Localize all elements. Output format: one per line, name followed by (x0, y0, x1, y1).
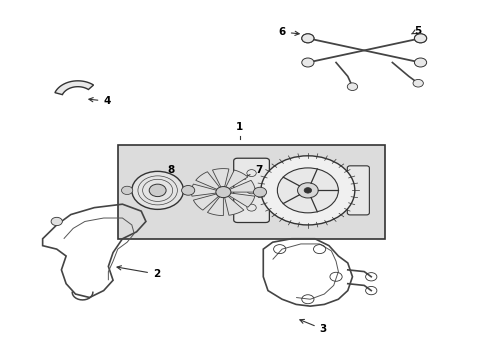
Polygon shape (212, 168, 228, 192)
Circle shape (149, 184, 166, 197)
Circle shape (301, 58, 313, 67)
Polygon shape (223, 170, 247, 192)
Circle shape (301, 34, 313, 43)
FancyBboxPatch shape (233, 158, 269, 222)
Circle shape (414, 34, 426, 43)
Circle shape (253, 187, 266, 197)
Text: 4: 4 (89, 96, 110, 106)
Text: 2: 2 (117, 266, 160, 279)
Polygon shape (193, 192, 223, 210)
Polygon shape (223, 180, 255, 192)
Circle shape (414, 58, 426, 67)
Circle shape (301, 34, 313, 43)
Polygon shape (223, 192, 244, 215)
Text: 8: 8 (162, 165, 174, 177)
Circle shape (297, 183, 318, 198)
Polygon shape (191, 184, 223, 196)
Circle shape (261, 156, 354, 225)
Bar (118, 145, 385, 239)
Polygon shape (55, 81, 93, 95)
Circle shape (121, 186, 133, 194)
Text: 5: 5 (411, 26, 421, 36)
Circle shape (412, 80, 423, 87)
Circle shape (132, 171, 183, 210)
Text: 3: 3 (299, 319, 326, 334)
Circle shape (215, 186, 230, 198)
Polygon shape (207, 192, 223, 216)
Circle shape (277, 168, 338, 213)
Polygon shape (195, 172, 223, 192)
FancyBboxPatch shape (346, 166, 368, 215)
Text: 7: 7 (241, 165, 262, 179)
Circle shape (304, 188, 311, 193)
Circle shape (414, 34, 426, 43)
Circle shape (346, 83, 357, 90)
Text: 6: 6 (278, 27, 299, 37)
Polygon shape (223, 192, 254, 207)
Text: 1: 1 (236, 122, 243, 132)
Circle shape (181, 185, 194, 195)
Circle shape (51, 217, 62, 226)
